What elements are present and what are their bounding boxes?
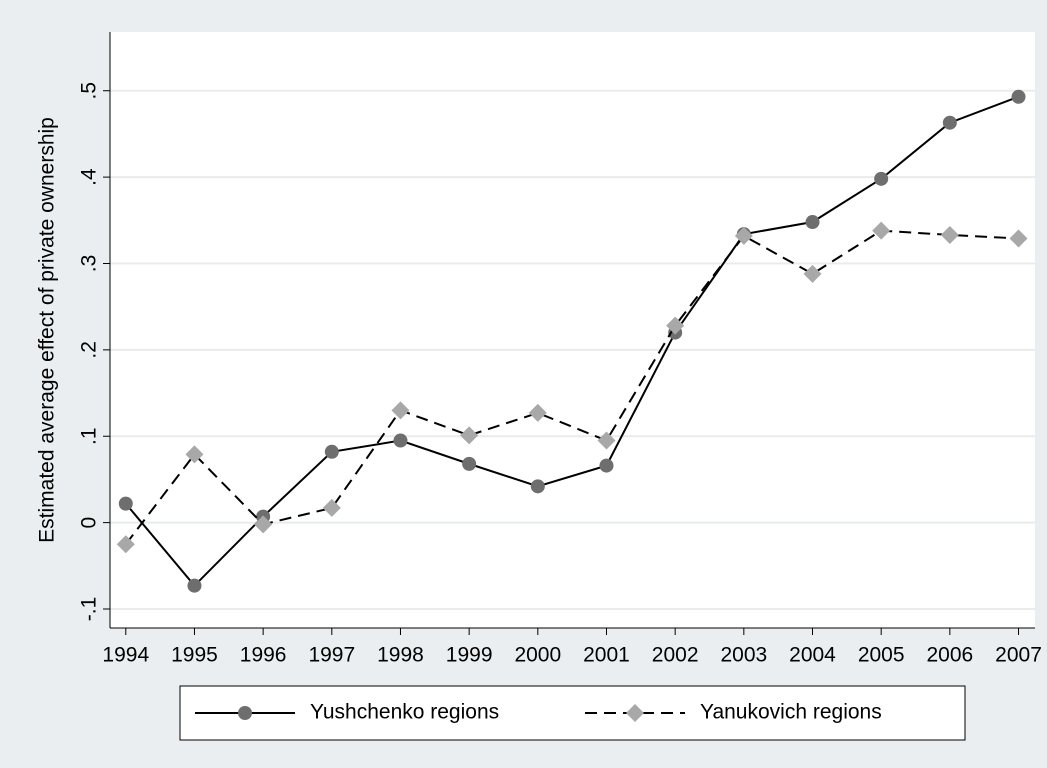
series-line: [125, 95, 1019, 588]
legend-marker: [238, 706, 252, 720]
y-tick-label: .3: [78, 255, 101, 273]
marker: [118, 496, 133, 511]
x-tick-label: 1997: [308, 644, 355, 667]
marker: [874, 171, 889, 186]
marker: [254, 515, 273, 534]
marker: [322, 498, 341, 517]
x-tick-label: 2001: [583, 644, 630, 667]
marker: [391, 401, 410, 420]
x-tick-label: 2007: [995, 644, 1042, 667]
marker: [116, 535, 135, 554]
marker: [805, 215, 820, 230]
legend-box: [179, 685, 966, 741]
marker: [1009, 229, 1028, 248]
legend-marker: [626, 704, 644, 722]
x-tick-label: 2002: [652, 644, 699, 667]
legend-label: Yushchenko regions: [310, 701, 499, 724]
marker: [393, 433, 408, 448]
marker: [599, 458, 614, 473]
marker: [597, 431, 616, 450]
marker: [803, 264, 822, 283]
marker: [734, 226, 753, 245]
y-tick-label: 0: [78, 517, 101, 529]
x-tick-label: 1999: [446, 644, 493, 667]
marker: [187, 578, 202, 593]
legend-label: Yanukovich regions: [700, 701, 882, 724]
x-tick-label: 1996: [240, 644, 287, 667]
marker: [530, 479, 545, 494]
y-axis-title: Estimated average effect of private owne…: [36, 117, 59, 543]
marker: [460, 426, 479, 445]
x-tick-label: 2006: [926, 644, 973, 667]
plot-area: [110, 32, 1035, 628]
marker: [185, 445, 204, 464]
marker: [872, 221, 891, 240]
marker: [666, 316, 685, 335]
x-tick-label: 1994: [102, 644, 149, 667]
x-tick-label: 1998: [377, 644, 424, 667]
series-line: [124, 229, 1019, 545]
marker: [462, 456, 477, 471]
x-tick-label: 2000: [514, 644, 561, 667]
marker: [528, 403, 547, 422]
x-tick-label: 2003: [720, 644, 767, 667]
marker: [940, 225, 959, 244]
x-tick-label: 2004: [789, 644, 836, 667]
y-tick-label: .2: [78, 341, 101, 359]
marker: [942, 115, 957, 130]
marker: [324, 444, 339, 459]
y-tick-label: .5: [78, 82, 101, 100]
x-tick-label: 2005: [858, 644, 905, 667]
y-tick-label: .1: [78, 427, 101, 445]
y-tick-label: .4: [78, 168, 101, 186]
marker: [1011, 89, 1026, 104]
x-tick-label: 1995: [171, 644, 218, 667]
y-tick-label: -.1: [78, 597, 101, 622]
